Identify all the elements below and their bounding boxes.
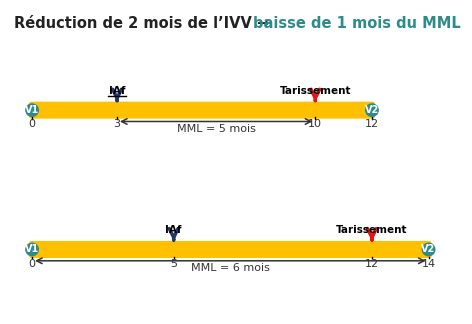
Circle shape <box>26 243 38 256</box>
Text: 10: 10 <box>308 119 322 129</box>
Text: V1: V1 <box>25 105 39 115</box>
Circle shape <box>366 104 378 116</box>
FancyBboxPatch shape <box>29 102 375 119</box>
Text: baisse de 1 mois du MML: baisse de 1 mois du MML <box>253 16 460 31</box>
Text: IAf: IAf <box>166 225 182 235</box>
Text: Tarissement: Tarissement <box>336 225 408 235</box>
Text: MML = 5 mois: MML = 5 mois <box>177 124 256 134</box>
Text: MML = 6 mois: MML = 6 mois <box>191 263 270 273</box>
Text: V1: V1 <box>25 245 39 254</box>
FancyBboxPatch shape <box>29 241 432 258</box>
Text: IAf: IAf <box>109 86 125 96</box>
Text: 3: 3 <box>114 119 120 129</box>
Text: 14: 14 <box>421 259 436 269</box>
Text: 0: 0 <box>29 119 35 129</box>
Text: 5: 5 <box>170 259 177 269</box>
Text: Réduction de 2 mois de l’IVV →: Réduction de 2 mois de l’IVV → <box>14 16 275 31</box>
Text: Tarissement: Tarissement <box>279 86 351 96</box>
Text: 12: 12 <box>365 259 379 269</box>
Circle shape <box>26 104 38 116</box>
Text: 12: 12 <box>365 119 379 129</box>
Text: V2: V2 <box>421 245 436 254</box>
Text: V2: V2 <box>365 105 379 115</box>
Circle shape <box>422 243 435 256</box>
Text: 0: 0 <box>29 259 35 269</box>
